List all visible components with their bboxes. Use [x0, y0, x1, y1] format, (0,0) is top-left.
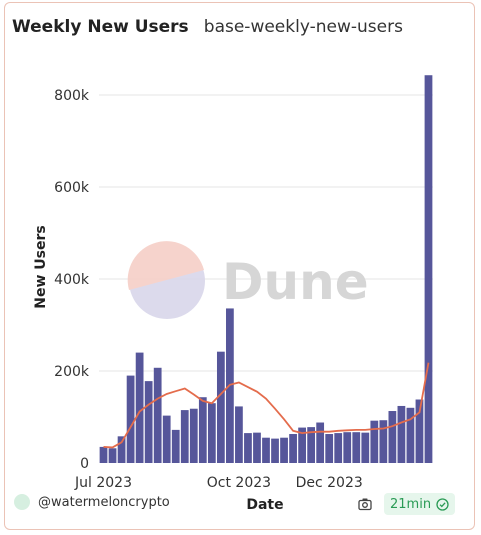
bar — [171, 429, 180, 463]
bar — [108, 448, 117, 463]
bar — [361, 432, 370, 463]
bar — [406, 407, 415, 463]
bar — [153, 367, 162, 463]
camera-icon[interactable] — [358, 497, 372, 511]
bar — [370, 420, 379, 463]
bar — [334, 433, 343, 463]
x-axis-label: Date — [246, 497, 283, 513]
bar — [207, 403, 216, 463]
bar — [388, 411, 397, 463]
bar — [379, 420, 388, 463]
bar — [271, 438, 279, 463]
y-tick-label: 400k — [54, 272, 90, 288]
bar — [298, 427, 306, 463]
bar — [117, 436, 126, 463]
bar — [307, 427, 316, 463]
bar — [126, 375, 135, 463]
bar — [198, 397, 207, 463]
x-tick-label: Oct 2023 — [207, 475, 271, 491]
y-tick-label: 0 — [80, 456, 89, 472]
bar — [99, 446, 108, 463]
bar — [162, 415, 171, 463]
y-tick-label: 800k — [54, 88, 90, 104]
avatar — [14, 494, 30, 510]
bar — [280, 437, 288, 463]
bar — [289, 434, 297, 463]
x-tick-label: Jul 2023 — [74, 475, 132, 491]
x-tick-label: Dec 2023 — [296, 475, 363, 491]
y-tick-label: 200k — [54, 364, 90, 380]
bar — [135, 352, 144, 463]
chart-header: Weekly New Users base-weekly-new-users — [12, 17, 403, 37]
bar — [415, 399, 424, 463]
bar — [144, 381, 153, 463]
dune-watermark — [127, 241, 205, 319]
bar — [325, 434, 334, 463]
y-axis-label: New Users — [33, 225, 49, 308]
bar — [235, 406, 243, 463]
trend-line — [103, 362, 430, 449]
bar — [253, 432, 261, 463]
bar — [424, 75, 433, 463]
dune-logo-top — [127, 241, 204, 290]
bar — [189, 408, 198, 463]
bar — [352, 432, 361, 463]
bar — [343, 432, 352, 463]
refresh-badge[interactable]: 21min — [384, 493, 456, 515]
refresh-time: 21min — [390, 496, 432, 512]
bar — [316, 422, 325, 463]
y-tick-label: 600k — [54, 180, 90, 196]
bar — [180, 410, 189, 463]
author-credit[interactable]: @watermeloncrypto — [14, 494, 170, 510]
bar — [244, 433, 252, 463]
watermark-text: Dune — [222, 253, 369, 311]
chart-title: Weekly New Users — [12, 17, 189, 37]
check-circle-icon — [436, 497, 449, 511]
bar — [397, 405, 406, 463]
bar — [262, 437, 270, 463]
bar — [216, 351, 225, 463]
query-name: base-weekly-new-users — [203, 17, 403, 37]
author-handle[interactable]: @watermeloncrypto — [38, 494, 170, 510]
